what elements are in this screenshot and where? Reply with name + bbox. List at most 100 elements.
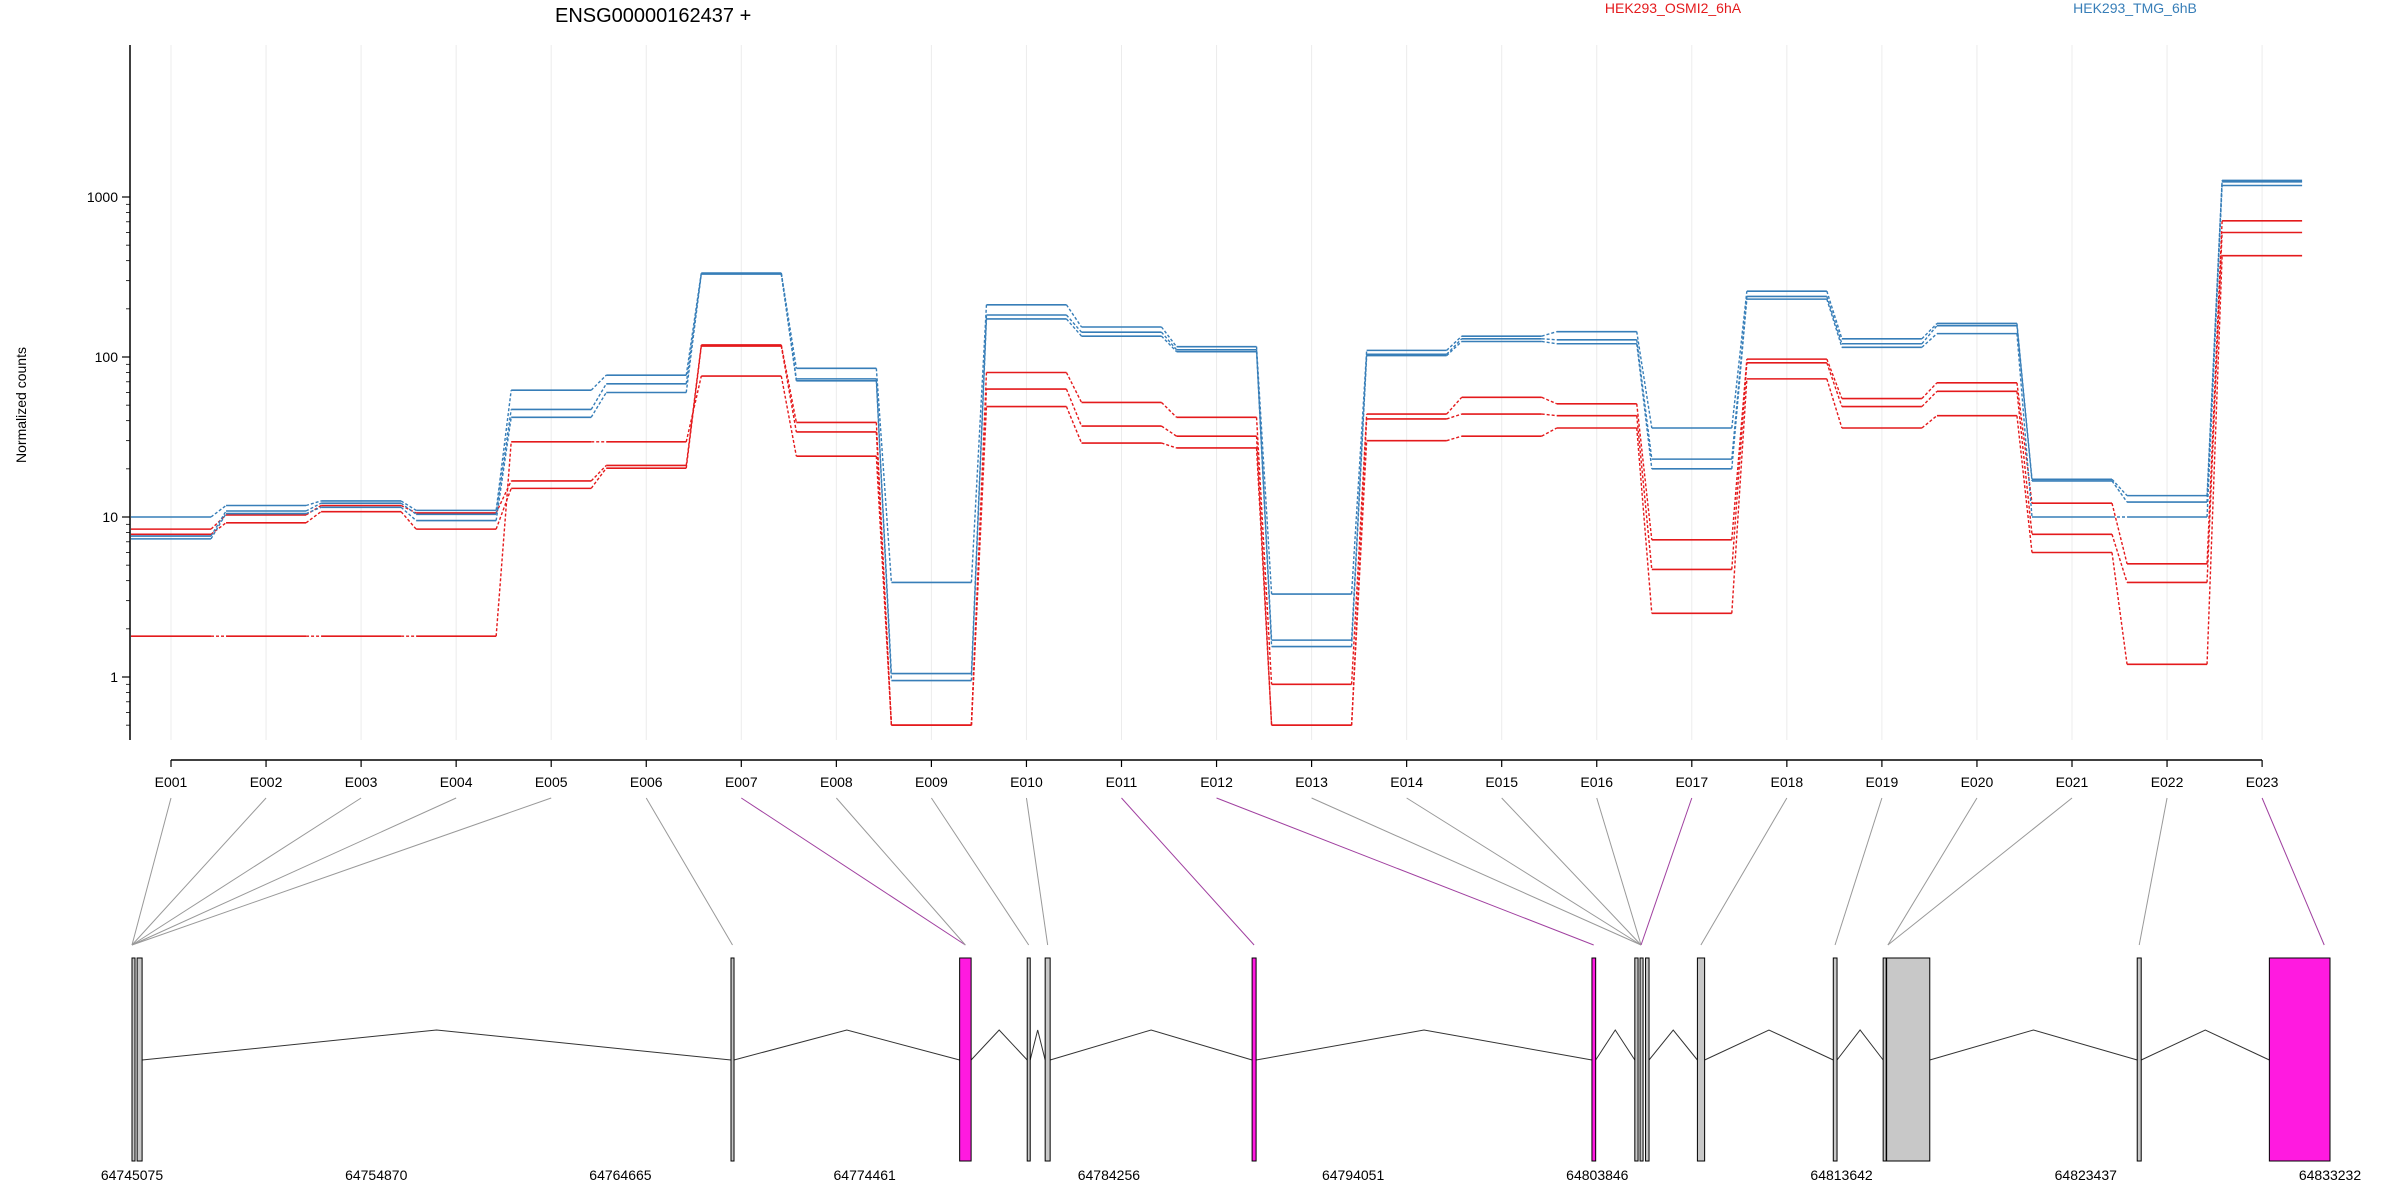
- series-connector: [1446, 338, 1463, 355]
- coordinate-label: 64745075: [101, 1167, 164, 1183]
- intron: [1029, 1029, 1046, 1061]
- series-connector: [1921, 322, 1938, 340]
- series-connector: [1161, 425, 1177, 437]
- y-tick-label: 100: [95, 349, 119, 365]
- connector-line: [2261, 797, 2325, 946]
- series-connector: [305, 500, 322, 507]
- intron: [1836, 1029, 1884, 1061]
- intron: [1595, 1029, 1636, 1061]
- y-ticks: 1 10 100 1000: [87, 189, 130, 726]
- series-connector: [780, 345, 798, 433]
- series-connector: [780, 375, 798, 457]
- connector-line: [1025, 797, 1049, 946]
- legend-entry-tmg: HEK293_TMG_6hB: [2073, 0, 2197, 16]
- series-connector: [1636, 415, 1653, 570]
- intron: [970, 1029, 1028, 1061]
- exon: [1251, 957, 1257, 1162]
- series-connector: [1255, 351, 1273, 647]
- x-ticks: E001 E002 E003 E004 E005 E006 E007 E008 E009 E010…: [155, 760, 2279, 790]
- series-connector: [2016, 323, 2033, 480]
- series-connector: [495, 390, 512, 511]
- series-connector: [1255, 417, 1273, 685]
- series-connector: [305, 504, 322, 516]
- coordinate-label: 64784256: [1078, 1167, 1141, 1183]
- x-tick-label: E007: [725, 774, 758, 790]
- grid-lines: [170, 45, 2263, 740]
- series-connector: [1160, 335, 1178, 353]
- series-connector: [780, 273, 798, 381]
- series-connector: [685, 375, 702, 442]
- series-3: [131, 254, 2303, 726]
- series-connector: [210, 504, 227, 518]
- series-connector: [590, 374, 607, 391]
- series-connector: [2016, 391, 2033, 535]
- series-connector: [2206, 185, 2223, 518]
- series-connector: [2016, 325, 2033, 482]
- x-tick-label: E005: [535, 774, 568, 790]
- y-tick-label: 1: [110, 669, 118, 685]
- exon-connectors: [131, 797, 2325, 946]
- y-axis-label: Normalized counts: [13, 347, 29, 463]
- series-connector: [2206, 232, 2223, 583]
- series-connector: [2206, 180, 2223, 496]
- connector-line: [2138, 797, 2168, 946]
- x-tick-label: E014: [1390, 774, 1423, 790]
- x-tick-label: E015: [1485, 774, 1518, 790]
- x-tick-label: E008: [820, 774, 853, 790]
- series-connector: [495, 409, 512, 515]
- series-connector: [1826, 358, 1843, 399]
- intron: [1648, 1029, 1698, 1061]
- series-connector: [1065, 372, 1083, 403]
- series-connector: [495, 417, 512, 521]
- series-connector: [1541, 340, 1557, 345]
- series-connector: [1446, 413, 1462, 420]
- coordinate-label: 64794051: [1322, 1167, 1385, 1183]
- series-connector: [400, 500, 417, 511]
- series-connector: [400, 502, 417, 515]
- series-connector: [875, 380, 893, 681]
- series-connector: [1541, 330, 1557, 337]
- connector-line: [131, 797, 267, 946]
- coordinate-label: 64803846: [1566, 1167, 1629, 1183]
- intron: [733, 1029, 960, 1061]
- series-connector: [2206, 255, 2223, 665]
- connector-line: [131, 797, 172, 946]
- connector-line: [1887, 797, 2073, 946]
- series-connector: [2111, 534, 2128, 583]
- series-connector: [1731, 378, 1748, 614]
- series-6: [131, 184, 2303, 682]
- connector-line: [1887, 797, 1978, 946]
- series-connector: [1541, 413, 1557, 417]
- series-connector: [1921, 382, 1938, 400]
- series-connector: [1826, 298, 1843, 348]
- intron: [1050, 1029, 1253, 1061]
- series-connector: [1255, 436, 1273, 726]
- exon: [1639, 957, 1644, 1162]
- series-connector: [1731, 362, 1748, 570]
- connector-line: [1700, 797, 1788, 946]
- genomic-coordinate-ticks: 64745075 64754870 64764665 64774461 64784256…: [101, 1167, 2362, 1183]
- series-connector: [590, 464, 607, 482]
- series-connector: [1065, 388, 1083, 427]
- connector-line: [131, 797, 552, 946]
- intron: [142, 1029, 732, 1061]
- series-connector: [400, 504, 417, 514]
- series-connector: [2016, 333, 2033, 518]
- series-connector: [305, 506, 322, 515]
- series-connector: [1636, 403, 1653, 540]
- series-connector: [1350, 354, 1368, 641]
- series-connector: [970, 406, 988, 726]
- series-connector: [1541, 396, 1558, 405]
- series-connector: [1160, 331, 1178, 351]
- series-connector: [1636, 343, 1653, 469]
- connector-line: [741, 797, 966, 946]
- x-tick-label: E022: [2151, 774, 2184, 790]
- series-connector: [875, 456, 893, 726]
- exon: [1645, 957, 1650, 1162]
- intron: [1256, 1029, 1593, 1061]
- series-connector: [1826, 362, 1843, 407]
- exon: [1634, 957, 1639, 1162]
- series-connector: [1541, 427, 1558, 437]
- series-connector: [1826, 378, 1843, 429]
- series-connector: [210, 514, 227, 530]
